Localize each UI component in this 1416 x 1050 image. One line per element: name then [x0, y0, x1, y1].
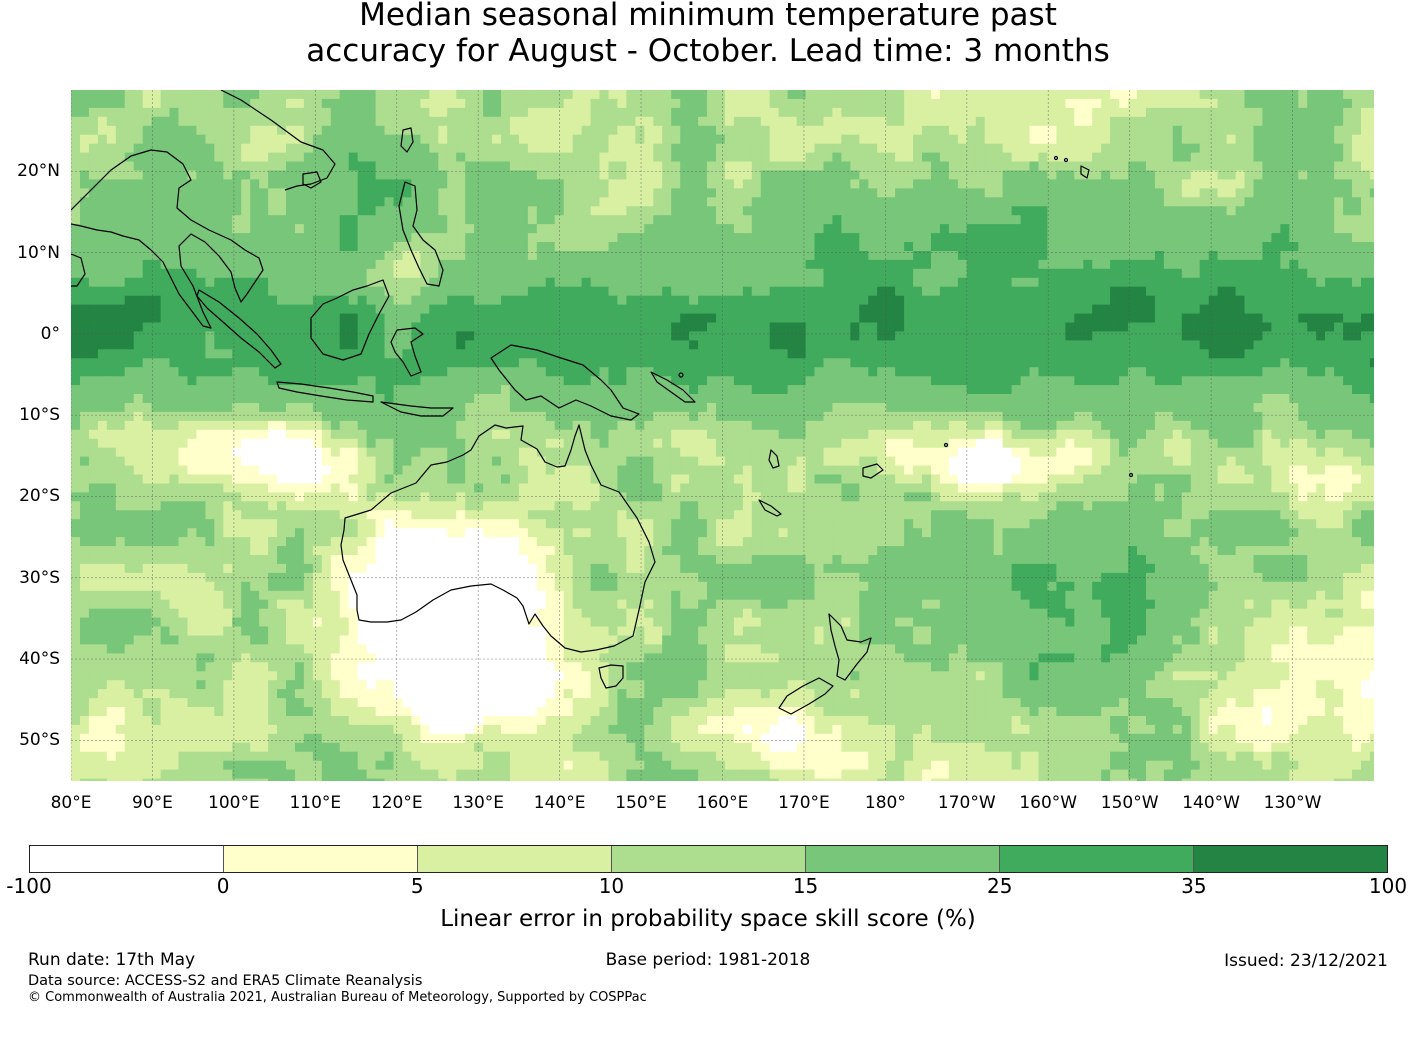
coastline-new-zealand-south [778, 677, 834, 715]
colorbar-segment [612, 846, 806, 872]
longitude-label: 90°E [132, 793, 173, 813]
colorbar-segment [224, 846, 418, 872]
longitude-label: 170°W [937, 793, 996, 813]
longitude-label: 140°E [533, 793, 586, 813]
coastline-australia [340, 424, 656, 653]
colorbar-tick-label: -100 [6, 874, 52, 898]
coastline-micronesia-islet [678, 372, 684, 378]
base-period: Base period: 1981-2018 [605, 950, 811, 970]
data-source: Data source: ACCESS-S2 and ERA5 Climate … [28, 973, 423, 989]
latitude-label: 10°N [17, 242, 60, 263]
latitude-label: 20°S [19, 486, 60, 507]
coastline-philippines [398, 181, 444, 287]
issued-date: Issued: 23/12/2021 [1224, 951, 1388, 971]
map-title-line-2: accuracy for August - October. Lead time… [306, 33, 1110, 69]
coastline-tasmania [598, 664, 624, 689]
run-date: Run date: 17th May [28, 950, 196, 970]
coastline-vanuatu [768, 449, 780, 469]
longitude-label: 170°E [778, 793, 830, 813]
colorbar-segment [1000, 846, 1194, 872]
colorbar-segment [30, 846, 224, 872]
colorbar-segment [418, 846, 612, 872]
longitude-label: 140°W [1182, 793, 1240, 813]
latitude-label: 30°S [19, 567, 60, 588]
coastline-hainan [302, 171, 322, 189]
colorbar-tick-label: 15 [792, 874, 819, 898]
latitude-label: 40°S [19, 649, 60, 670]
colorbar-segment [1194, 846, 1387, 872]
longitude-label: 130°E [452, 793, 505, 813]
coastline-borneo [310, 279, 390, 361]
coastline-micronesia-islet-3 [1128, 472, 1134, 478]
coastline-micronesia-islet-2 [943, 442, 949, 448]
coastline-southeast-asia [71, 149, 264, 329]
coastline-solomon-islands [650, 371, 696, 403]
map-canvas [71, 90, 1374, 781]
coastline-new-guinea [490, 344, 640, 421]
latitude-label: 0° [40, 323, 60, 344]
coastline-sumatra [196, 289, 282, 369]
colorbar-tick-label: 25 [986, 874, 1013, 898]
longitude-label: 100°E [208, 793, 260, 813]
coastline-new-caledonia [758, 499, 782, 517]
longitude-label: 160°E [696, 793, 749, 813]
longitude-label: 150°W [1100, 793, 1159, 813]
colorbar-tick-label: 0 [216, 874, 230, 898]
graticule-lines [71, 90, 1374, 781]
longitude-label: 180° [864, 793, 906, 813]
coastline-new-zealand-north [828, 613, 872, 681]
copyright-notice: © Commonwealth of Australia 2021, Austra… [28, 990, 647, 1005]
skill-score-map [71, 90, 1374, 781]
coastline-hawaii-islets [1053, 155, 1059, 161]
coastline-sri-lanka [71, 253, 86, 287]
coastline-hawaii-islets-2 [1063, 157, 1069, 163]
longitude-label: 80°E [50, 793, 92, 813]
longitude-label: 120°E [370, 793, 423, 813]
latitude-label: 50°S [19, 730, 60, 751]
coastlines [71, 90, 1134, 715]
coastline-java [276, 381, 374, 403]
longitude-label: 160°W [1019, 793, 1078, 813]
colorbar-label: Linear error in probability space skill … [440, 906, 976, 932]
latitude-label: 10°S [19, 405, 60, 426]
skill-score-field [71, 90, 1374, 781]
coastline-sulawesi [390, 327, 424, 377]
colorbar-tick-label: 100 [1368, 874, 1408, 898]
colorbar-tick-label: 35 [1181, 874, 1207, 898]
colorbar-tick-label: 5 [410, 874, 424, 898]
coastline-lesser-sunda [380, 401, 454, 417]
colorbar [29, 845, 1388, 873]
longitude-label: 110°E [289, 793, 342, 813]
colorbar-segment [806, 846, 1000, 872]
coastline-taiwan [400, 127, 414, 153]
longitude-label: 130°W [1263, 793, 1322, 813]
map-title-line-1: Median seasonal minimum temperature past [359, 0, 1057, 33]
coastline-fiji [862, 463, 884, 479]
colorbar-tick-label: 10 [598, 874, 625, 898]
coastline-hawaii [1080, 165, 1090, 179]
latitude-label: 20°N [17, 161, 60, 182]
longitude-label: 150°E [615, 793, 667, 813]
